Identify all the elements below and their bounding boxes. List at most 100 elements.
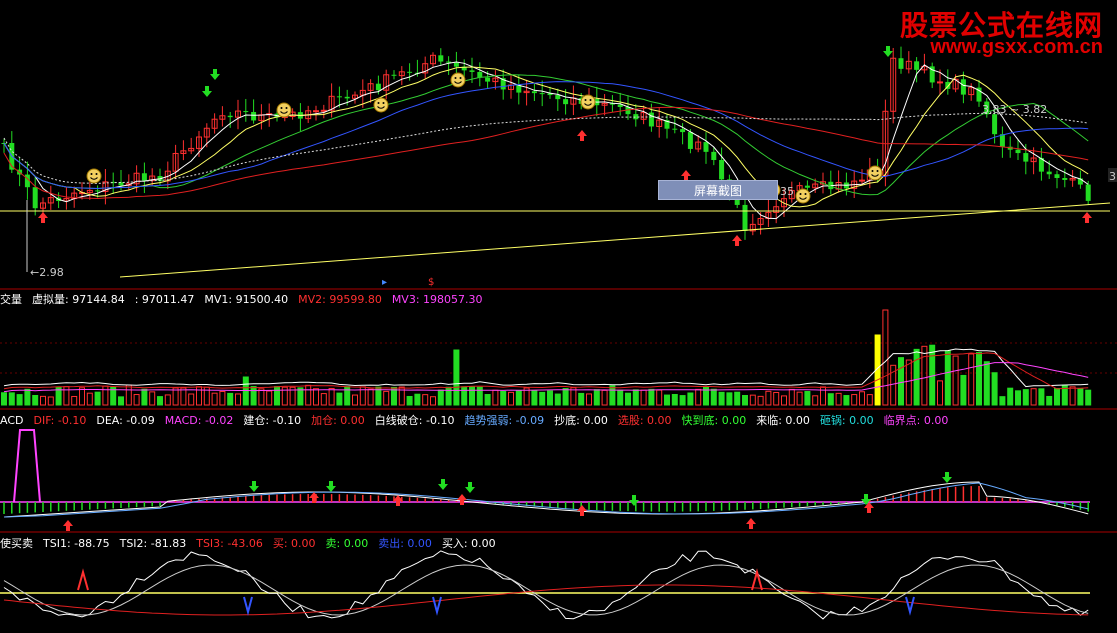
candle (828, 170, 834, 195)
volume-bar (835, 392, 842, 406)
smiley-eye (804, 193, 807, 195)
volume-bar (500, 390, 507, 406)
volume-bar (328, 387, 335, 406)
volume-bar (1022, 389, 1029, 406)
volume-bar (531, 390, 538, 406)
volume-bar (679, 395, 686, 406)
indicator-label: TSI3: -43.06 (196, 537, 263, 550)
sell-arrow-icon (438, 479, 448, 490)
volume-bar (913, 348, 920, 406)
volume-bar (305, 384, 312, 406)
indicator-label: TSI1: -88.75 (43, 537, 110, 550)
smiley-icon (450, 72, 466, 88)
indicator-label: TSI2: -81.83 (119, 537, 187, 550)
macd-signal-pulse (13, 429, 41, 503)
volume-bar (336, 392, 343, 406)
volume-bar (1069, 386, 1076, 406)
candle (367, 79, 374, 103)
volume-bar (726, 392, 733, 406)
volume-bar (508, 391, 514, 406)
volume-bar (235, 393, 241, 406)
volume-bar (211, 392, 218, 406)
smiley-eye (95, 173, 98, 175)
volume-bar (461, 386, 468, 406)
indicator-label: 加仓: 0.00 (311, 414, 365, 427)
trend-line (119, 202, 1111, 278)
volume-bar (414, 393, 421, 406)
mid-price-label: 35 (780, 185, 794, 198)
candle (914, 57, 920, 83)
smiley-mouth (584, 103, 592, 106)
volume-bar (484, 394, 491, 406)
candle (945, 69, 951, 95)
screenshot-button[interactable]: 屏幕截图 (658, 180, 778, 200)
volume-bar (16, 394, 23, 406)
volume-bar (625, 392, 631, 406)
volume-bar (1015, 390, 1021, 406)
smiley-icon (86, 168, 102, 184)
candle (992, 110, 998, 144)
indicator-label: 砸锅: 0.00 (819, 414, 874, 427)
volume-mv2 (3, 352, 1089, 390)
volume-bar (827, 393, 834, 406)
sell-signal-icon (243, 596, 253, 616)
price-ma5 (3, 61, 1089, 220)
candle (500, 69, 506, 100)
candle (625, 95, 631, 120)
volume-bar (983, 361, 990, 406)
volume-bar (266, 390, 273, 406)
volume-bar (749, 394, 756, 406)
volume-bar (133, 394, 140, 406)
buy-arrow-icon (732, 235, 742, 246)
volume-bar (125, 384, 132, 406)
volume-bar (632, 389, 639, 406)
volume-bar (406, 395, 413, 406)
volume-bar (47, 396, 54, 406)
candle (258, 104, 265, 130)
watermark-title: 股票公式在线网 (899, 9, 1103, 42)
volume-bar (843, 395, 850, 406)
candle (430, 52, 436, 67)
volume-bar (570, 387, 577, 406)
volume-bar (219, 390, 226, 406)
candle (695, 135, 702, 153)
volume-bar (882, 309, 889, 406)
volume-mv3 (3, 362, 1089, 393)
candle (859, 169, 865, 186)
indicator-label: 交量 (0, 293, 22, 306)
candle (243, 98, 249, 122)
smiley-eye (382, 102, 385, 104)
volume-bar (773, 391, 780, 406)
buy-arrow-icon (577, 130, 587, 141)
volume-bar (796, 391, 803, 406)
candle (172, 144, 179, 180)
candle (711, 147, 717, 166)
volume-bar (352, 394, 358, 406)
candle (297, 103, 303, 132)
candle (749, 213, 756, 236)
volume-bar (188, 393, 195, 406)
sell-arrow-icon (942, 472, 952, 483)
volume-bar (110, 386, 117, 406)
volume-bar (742, 394, 748, 406)
volume-bar (8, 392, 15, 406)
smiley-eye (377, 102, 380, 104)
smiley-eye (280, 107, 283, 109)
candle (102, 169, 109, 205)
volume-bar (149, 391, 156, 406)
volume-bar (617, 389, 624, 406)
candle (898, 46, 904, 74)
candle (757, 212, 764, 235)
price-ma60 (3, 106, 1089, 200)
candle (508, 75, 514, 99)
volume-bar (383, 390, 390, 406)
volume-bar (874, 334, 881, 406)
candle (110, 172, 116, 194)
tsi2-line (3, 564, 1089, 616)
indicator-label: 快到底: 0.00 (681, 414, 747, 427)
candle (407, 63, 413, 81)
indicator-label: ACD (0, 414, 24, 427)
volume-bar (118, 396, 124, 406)
price-ma20 (3, 74, 1089, 196)
